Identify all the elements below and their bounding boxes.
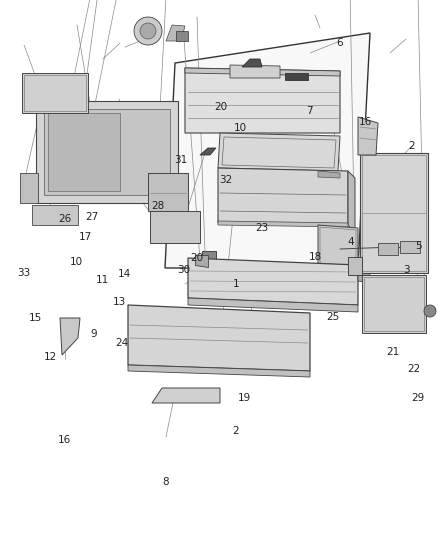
- Polygon shape: [218, 221, 348, 227]
- Polygon shape: [22, 73, 88, 113]
- Text: 20: 20: [215, 102, 228, 111]
- Text: 13: 13: [113, 297, 126, 306]
- Text: 23: 23: [255, 223, 268, 233]
- Circle shape: [424, 305, 436, 317]
- Polygon shape: [230, 65, 280, 78]
- Text: 25: 25: [326, 312, 339, 321]
- Text: 29: 29: [411, 393, 424, 402]
- Polygon shape: [220, 170, 246, 176]
- Polygon shape: [348, 257, 362, 275]
- Polygon shape: [44, 109, 170, 195]
- Polygon shape: [148, 173, 188, 211]
- Polygon shape: [218, 133, 340, 171]
- Polygon shape: [348, 171, 355, 233]
- Text: 10: 10: [233, 123, 247, 133]
- Text: 24: 24: [115, 338, 128, 348]
- Polygon shape: [60, 318, 80, 355]
- Polygon shape: [185, 68, 340, 76]
- Text: 9: 9: [91, 329, 98, 339]
- Polygon shape: [36, 101, 178, 203]
- Polygon shape: [150, 211, 200, 243]
- Text: 4: 4: [347, 237, 354, 247]
- Polygon shape: [152, 388, 220, 403]
- Text: 2: 2: [232, 426, 239, 435]
- Polygon shape: [360, 153, 428, 273]
- Circle shape: [140, 23, 156, 39]
- Text: 1: 1: [232, 279, 239, 288]
- Polygon shape: [32, 205, 78, 225]
- Text: 2: 2: [408, 141, 415, 151]
- Polygon shape: [318, 171, 340, 178]
- Text: 11: 11: [96, 276, 110, 285]
- Polygon shape: [166, 25, 185, 41]
- Text: 10: 10: [70, 257, 83, 267]
- Polygon shape: [358, 269, 370, 283]
- Polygon shape: [128, 365, 310, 377]
- Text: 31: 31: [174, 155, 187, 165]
- Polygon shape: [185, 68, 340, 133]
- Text: 14: 14: [118, 269, 131, 279]
- Text: 27: 27: [85, 213, 99, 222]
- Polygon shape: [202, 251, 216, 261]
- Polygon shape: [200, 148, 216, 155]
- Circle shape: [134, 17, 162, 45]
- Text: 17: 17: [79, 232, 92, 241]
- Text: 8: 8: [162, 477, 169, 487]
- Polygon shape: [358, 117, 378, 155]
- Text: 30: 30: [177, 265, 191, 274]
- Text: 6: 6: [336, 38, 343, 47]
- Text: 20: 20: [191, 253, 204, 263]
- Text: 15: 15: [29, 313, 42, 322]
- Polygon shape: [188, 258, 358, 305]
- Polygon shape: [188, 298, 358, 312]
- Text: 3: 3: [403, 265, 410, 274]
- Text: 16: 16: [58, 435, 71, 445]
- Text: 19: 19: [238, 393, 251, 402]
- Polygon shape: [128, 305, 310, 371]
- Polygon shape: [242, 59, 262, 67]
- Polygon shape: [195, 255, 208, 267]
- Polygon shape: [218, 168, 348, 225]
- Text: 22: 22: [408, 364, 421, 374]
- Polygon shape: [400, 241, 420, 253]
- Polygon shape: [165, 33, 370, 268]
- Text: 18: 18: [309, 252, 322, 262]
- Text: 7: 7: [306, 106, 313, 116]
- Polygon shape: [20, 173, 38, 203]
- Text: 28: 28: [151, 201, 164, 211]
- Text: 32: 32: [219, 175, 233, 185]
- Polygon shape: [48, 113, 120, 191]
- Text: 5: 5: [415, 241, 422, 251]
- Text: 33: 33: [18, 268, 31, 278]
- Text: 12: 12: [44, 352, 57, 362]
- Polygon shape: [176, 31, 188, 41]
- Text: 21: 21: [387, 347, 400, 357]
- Text: 16: 16: [359, 117, 372, 126]
- Polygon shape: [285, 73, 308, 80]
- Text: 26: 26: [58, 214, 71, 223]
- Polygon shape: [318, 225, 358, 268]
- Polygon shape: [362, 275, 426, 333]
- Polygon shape: [378, 243, 398, 255]
